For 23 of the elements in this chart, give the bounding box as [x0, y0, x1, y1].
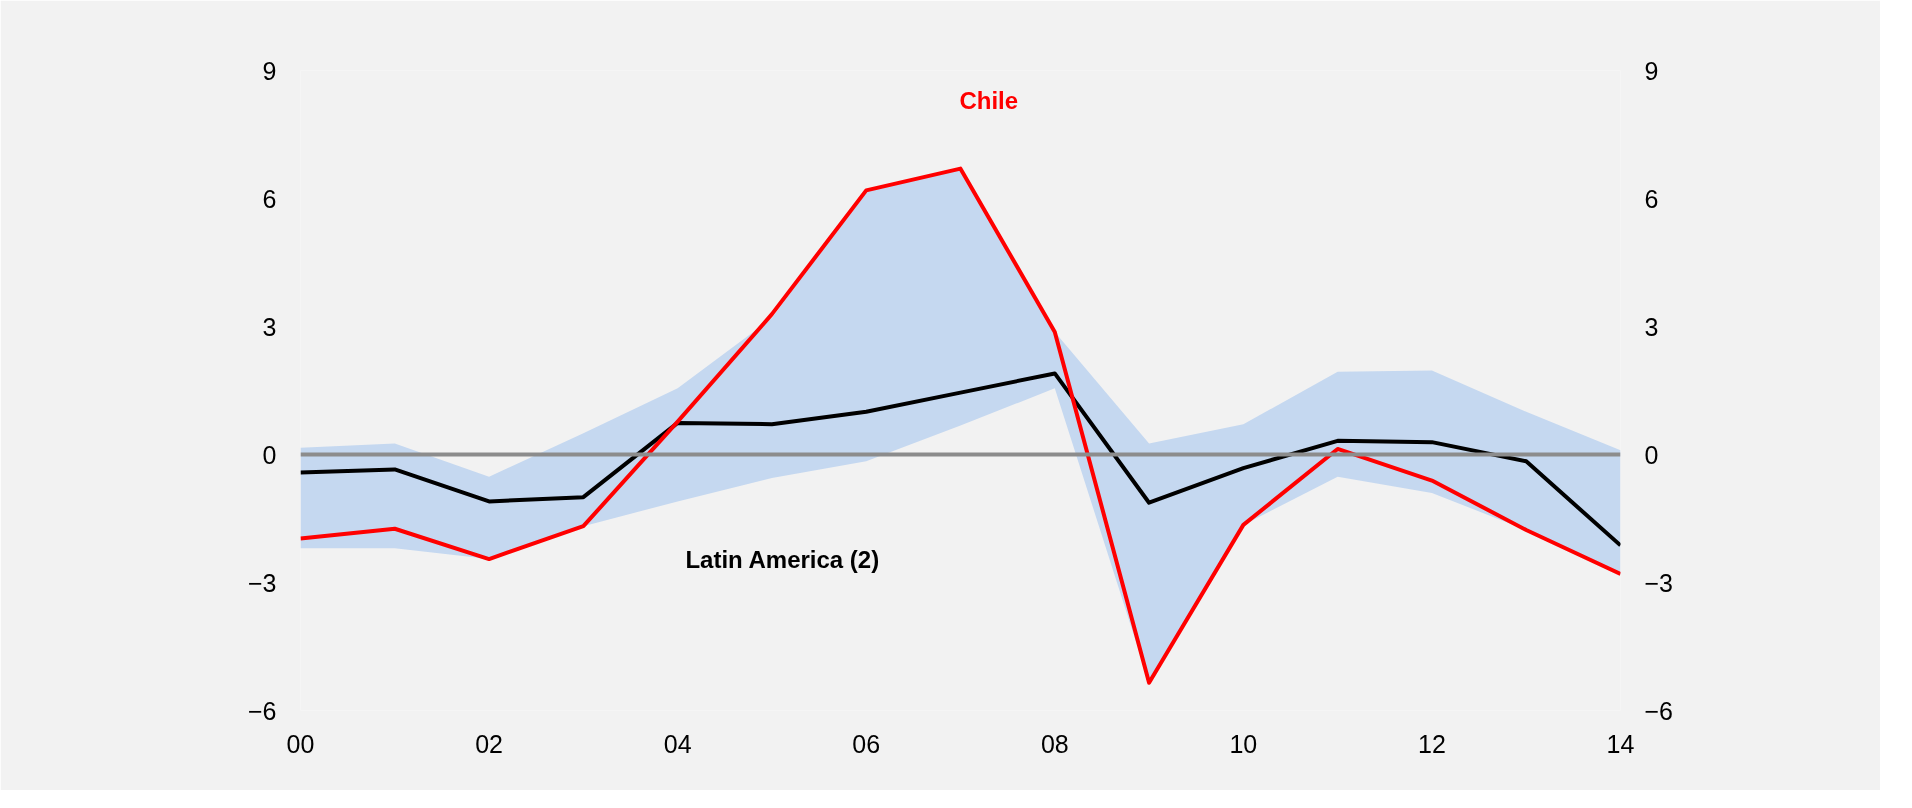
y-tick-label: −6	[248, 696, 277, 725]
text: Chile	[959, 86, 1019, 114]
y2-tick-label: 0	[1644, 440, 1659, 469]
y2-tick-label: 6	[1644, 184, 1659, 213]
y-tick-label: −3	[248, 568, 277, 597]
x-tick-label: 00	[286, 729, 315, 758]
x-tick-label: 08	[1040, 729, 1069, 758]
y2-tick-label: −3	[1644, 568, 1674, 597]
x-tick-label: 02	[475, 729, 503, 758]
x-tick-label: 14	[1606, 729, 1635, 758]
x-tick-label: 04	[663, 729, 692, 758]
y-tick-label: 3	[262, 312, 277, 341]
x-tick-label: 12	[1418, 729, 1446, 758]
y2-tick-label: −6	[1644, 696, 1674, 725]
y2-tick-label: 3	[1644, 312, 1659, 341]
y2-tick-label: 9	[1644, 56, 1659, 85]
y-tick-label: 9	[262, 56, 277, 85]
y-tick-label: 6	[262, 184, 277, 213]
y-tick-label: 0	[262, 440, 277, 469]
text: Latin America (2)	[685, 545, 880, 573]
line-series	[300, 371, 1621, 548]
x-tick-label: 10	[1229, 729, 1258, 758]
x-tick-label: 06	[852, 729, 881, 758]
